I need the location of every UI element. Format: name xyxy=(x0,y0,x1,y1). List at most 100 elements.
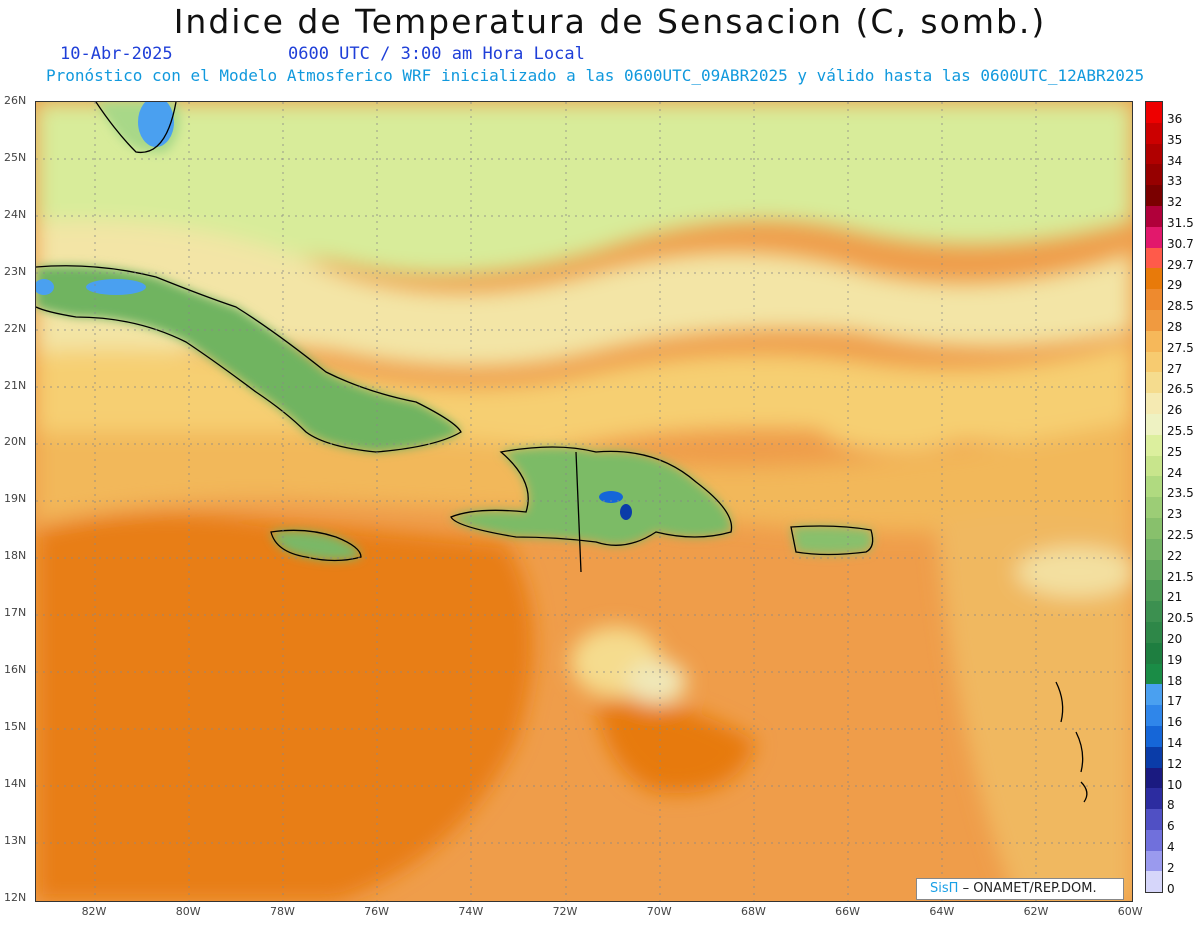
legend-swatch xyxy=(1146,330,1162,352)
legend-value: 24 xyxy=(1167,465,1183,480)
legend-swatch xyxy=(1146,455,1162,477)
lat-label: 13N xyxy=(4,833,27,847)
lon-label: 70W xyxy=(646,905,672,918)
legend-value: 20.5 xyxy=(1167,611,1194,626)
legend-swatch xyxy=(1146,746,1162,768)
legend-value: 21.5 xyxy=(1167,569,1194,584)
lon-label: 78W xyxy=(269,905,295,918)
lat-label: 20N xyxy=(4,435,27,449)
lat-label: 17N xyxy=(4,606,27,620)
legend-value: 16 xyxy=(1167,715,1183,730)
legend-swatch xyxy=(1146,102,1162,123)
legend-swatch xyxy=(1146,538,1162,560)
legend-value: 25 xyxy=(1167,444,1183,459)
legend-value: 26 xyxy=(1167,403,1183,418)
legend-swatch xyxy=(1146,559,1162,581)
legend-swatch xyxy=(1146,871,1162,893)
legend-value: 8 xyxy=(1167,798,1175,813)
legend-value: 23 xyxy=(1167,507,1183,522)
cold-spot xyxy=(620,504,632,520)
northern-cool-zone xyxy=(36,102,1132,292)
lon-label: 74W xyxy=(458,905,484,918)
legend-swatch xyxy=(1146,476,1162,498)
legend-swatch xyxy=(1146,122,1162,144)
hot-west-caribbean xyxy=(36,514,534,901)
legend-value: 20 xyxy=(1167,632,1183,646)
border-line xyxy=(575,451,582,573)
legend-value: 22 xyxy=(1167,548,1183,563)
legend-value: 17 xyxy=(1167,694,1183,709)
legend-swatch xyxy=(1146,767,1162,789)
legend-swatch xyxy=(1146,705,1162,726)
legend-value: 34 xyxy=(1167,153,1183,168)
map-title: Indice de Temperatura de Sensacion (C, s… xyxy=(173,2,1047,41)
legend-value: 36 xyxy=(1167,112,1183,126)
credit-brand: SisΠ xyxy=(930,881,959,896)
legend-value: 28.5 xyxy=(1167,299,1194,314)
east-caribbean-zone xyxy=(936,512,1132,901)
legend-value: 28 xyxy=(1167,320,1183,334)
florida-coastline xyxy=(95,102,177,154)
lat-label: 21N xyxy=(4,378,27,392)
map-canvas xyxy=(36,102,1132,901)
lon-label: 66W xyxy=(835,905,861,918)
lat-label: 15N xyxy=(4,719,27,733)
legend-swatch xyxy=(1146,143,1162,165)
legend-swatch xyxy=(1146,205,1162,227)
legend-value: 29.7 xyxy=(1167,257,1194,272)
legend-swatch xyxy=(1146,725,1162,747)
legend-value: 0 xyxy=(1167,881,1175,896)
legend-value: 30.7 xyxy=(1167,236,1194,251)
forecast-date: 10-Abr-2025 xyxy=(60,44,173,64)
cool-spot xyxy=(626,660,686,704)
cool-spot xyxy=(1016,547,1132,597)
legend-swatch xyxy=(1146,351,1162,373)
legend-value: 4 xyxy=(1167,840,1175,854)
lon-label: 62W xyxy=(1023,905,1049,918)
forecast-time: 0600 UTC / 3:00 am Hora Local xyxy=(288,44,585,64)
lat-label: 16N xyxy=(4,663,27,676)
hot-patch xyxy=(596,700,756,794)
lon-label: 68W xyxy=(740,905,766,918)
credit-box: SisΠ – ONAMET/REP.DOM. xyxy=(916,878,1124,900)
legend-value: 26.5 xyxy=(1167,382,1194,397)
legend-swatch xyxy=(1146,788,1162,810)
credit-text: – ONAMET/REP.DOM. xyxy=(962,881,1097,896)
legend-swatch xyxy=(1146,642,1162,664)
lon-label: 60W xyxy=(1117,905,1143,918)
legend-value: 22.5 xyxy=(1167,528,1194,542)
jamaica-coastline xyxy=(270,529,362,562)
legend-swatch xyxy=(1146,829,1162,851)
lon-label: 64W xyxy=(929,905,955,918)
lat-label: 22N xyxy=(4,321,27,335)
legend-swatch xyxy=(1146,621,1162,643)
legend-value: 31.5 xyxy=(1167,216,1194,230)
legend-swatch xyxy=(1146,268,1162,290)
legend-swatch xyxy=(1146,497,1162,518)
legend-value: 21 xyxy=(1167,590,1183,605)
color-legend xyxy=(1145,101,1163,894)
lon-label: 72W xyxy=(552,905,578,918)
legend-value: 6 xyxy=(1167,819,1175,834)
legend-value: 18 xyxy=(1167,673,1183,688)
legend-swatch xyxy=(1146,601,1162,622)
legend-swatch xyxy=(1146,434,1162,456)
legend-value: 27.5 xyxy=(1167,340,1194,355)
legend-value: 29 xyxy=(1167,278,1183,293)
legend-value: 14 xyxy=(1167,736,1183,750)
cuba-coastline xyxy=(36,265,462,453)
lon-label: 82W xyxy=(81,905,107,918)
transition-zone xyxy=(36,220,1132,382)
puerto-rico-coastline xyxy=(790,525,874,556)
legend-value: 19 xyxy=(1167,652,1183,667)
temperature-map xyxy=(35,101,1133,902)
lon-label: 76W xyxy=(364,905,390,918)
legend-swatch xyxy=(1146,185,1162,206)
lat-label: 18N xyxy=(4,549,27,563)
legend-swatch xyxy=(1146,393,1162,414)
lat-label: 12N xyxy=(4,890,27,904)
cold-spot xyxy=(36,279,54,295)
legend-swatch xyxy=(1146,164,1162,186)
legend-swatch xyxy=(1146,663,1162,685)
lat-label: 23N xyxy=(4,264,27,278)
